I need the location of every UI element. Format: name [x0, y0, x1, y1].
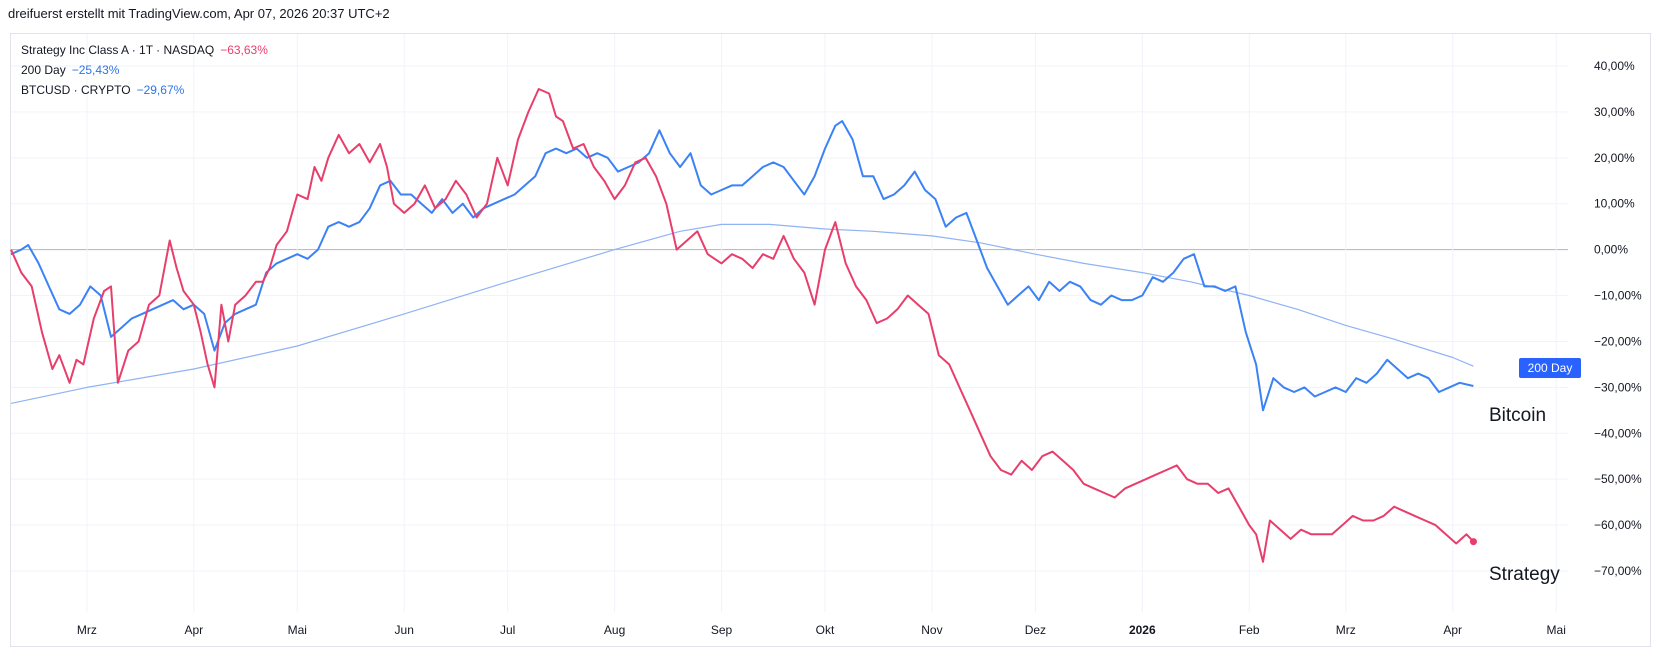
- x-tick-label: Jul: [500, 623, 515, 637]
- legend-label-200day: 200 Day: [21, 63, 66, 77]
- ma-price-badge: 200 Day: [1519, 358, 1581, 378]
- series-line-bitcoin[interactable]: [10, 120, 1474, 412]
- legend-pct-200day: −25,43%: [71, 63, 120, 77]
- x-tick-label: Apr: [1443, 623, 1462, 637]
- x-tick-label: Nov: [921, 623, 942, 637]
- y-tick-label: −10,00%: [1594, 289, 1642, 303]
- x-tick-label: 2026: [1129, 623, 1156, 637]
- x-tick-label: Dez: [1025, 623, 1046, 637]
- x-axis: Mrz Apr Mai Jun Jul Aug Sep Okt Nov Dez 2026 Feb Mrz…: [77, 623, 1566, 637]
- series-end-dot-strategy: [1469, 538, 1477, 546]
- x-tick-label: Mrz: [77, 623, 97, 637]
- legend-row-strategy[interactable]: Strategy Inc Class A · 1T · NASDAQ −63,63…: [21, 40, 268, 60]
- series-line-strategy[interactable]: [10, 88, 1475, 563]
- y-tick-label: 20,00%: [1594, 151, 1635, 165]
- y-tick-label: 30,00%: [1594, 105, 1635, 119]
- y-tick-label: −40,00%: [1594, 426, 1642, 440]
- x-tick-label: Mrz: [1336, 623, 1356, 637]
- annotation-bitcoin: Bitcoin: [1489, 405, 1547, 426]
- x-tick-label: Feb: [1239, 623, 1260, 637]
- y-axis: 40,00% 30,00% 20,00% 10,00% 0,00% −10,00% −20,…: [1594, 59, 1642, 578]
- x-tick-label: Jun: [395, 623, 414, 637]
- y-tick-label: −50,00%: [1594, 472, 1642, 486]
- y-tick-label: −70,00%: [1594, 564, 1642, 578]
- y-tick-label: 0,00%: [1594, 243, 1628, 257]
- series-line-ma200[interactable]: [10, 223, 1474, 404]
- legend-row-btc[interactable]: BTCUSD · CRYPTO −29,67%: [21, 80, 268, 100]
- x-tick-label: Aug: [604, 623, 625, 637]
- y-tick-label: 10,00%: [1594, 197, 1635, 211]
- legend-pct-btc: −29,67%: [136, 83, 185, 97]
- y-tick-label: −20,00%: [1594, 334, 1642, 348]
- legend-label-btc: BTCUSD · CRYPTO: [21, 83, 131, 97]
- x-tick-label: Okt: [816, 623, 835, 637]
- series-lines: [10, 88, 1477, 563]
- annotation-strategy: Strategy: [1489, 564, 1560, 585]
- chart-frame: [10, 33, 1651, 647]
- chart-credit: dreifuerst erstellt mit TradingView.com,…: [8, 6, 390, 21]
- y-tick-label: −30,00%: [1594, 380, 1642, 394]
- grid-lines: [11, 34, 1568, 612]
- chart-legend: Strategy Inc Class A · 1T · NASDAQ −63,63…: [21, 40, 268, 100]
- x-tick-label: Apr: [184, 623, 203, 637]
- x-tick-label: Sep: [711, 623, 733, 637]
- legend-pct-strategy: −63,63%: [220, 43, 268, 57]
- x-tick-label: Mai: [1547, 623, 1566, 637]
- legend-row-200day[interactable]: 200 Day −25,43%: [21, 60, 268, 80]
- y-tick-label: 40,00%: [1594, 59, 1635, 73]
- legend-label-strategy: Strategy Inc Class A · 1T · NASDAQ: [21, 43, 215, 57]
- x-tick-label: Mai: [288, 623, 307, 637]
- y-tick-label: −60,00%: [1594, 518, 1642, 532]
